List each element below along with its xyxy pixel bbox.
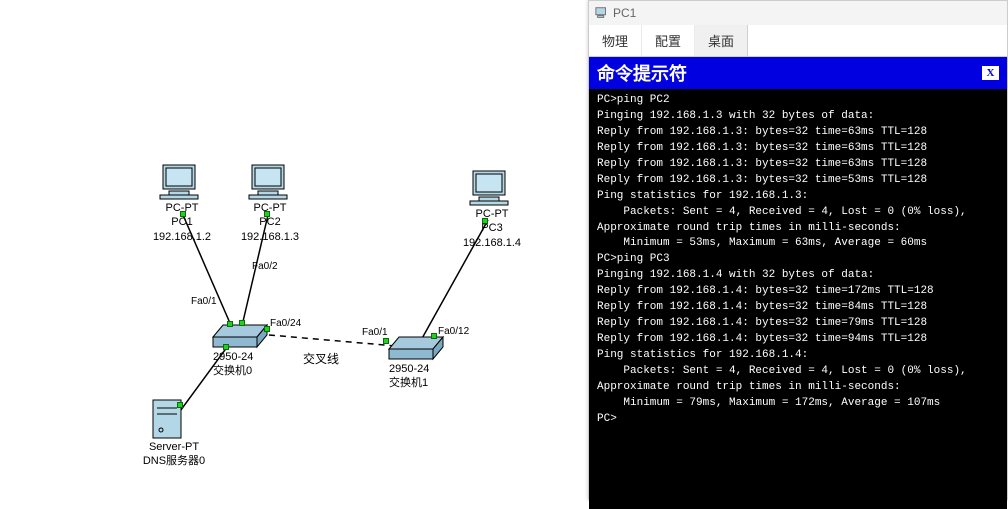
device-pc1 [160,165,198,199]
pc3-label: PC-PT PC3 192.168.1.4 [462,207,522,250]
tab-physical[interactable]: 物理 [589,25,642,56]
terminal-line: Reply from 192.168.1.3: bytes=32 time=53… [597,173,999,189]
close-icon[interactable]: X [982,66,999,80]
terminal-line: Reply from 192.168.1.3: bytes=32 time=63… [597,141,999,157]
terminal-line: Reply from 192.168.1.3: bytes=32 time=63… [597,157,999,173]
sw0-type: 2950-24 [213,351,253,363]
port-fa024-sw0: Fa0/24 [270,318,301,329]
window-title: PC1 [613,6,636,20]
pc1-name: PC1 [171,216,192,228]
link-dot [431,333,437,339]
terminal-line: Pinging 192.168.1.3 with 32 bytes of dat… [597,109,999,125]
sw0-label: 2950-24 交换机0 [213,350,263,379]
srv-type: Server-PT [149,441,199,453]
device-switch1 [389,337,443,359]
terminal-line: Reply from 192.168.1.4: bytes=32 time=79… [597,316,999,332]
terminal-line: Reply from 192.168.1.4: bytes=32 time=84… [597,300,999,316]
terminal-line: Reply from 192.168.1.4: bytes=32 time=94… [597,332,999,348]
topology-canvas[interactable]: PC-PT PC1 192.168.1.2 PC-PT PC2 192.168.… [0,0,585,500]
pc3-name: PC3 [481,222,502,234]
link-dot [177,402,183,408]
terminal-line: Reply from 192.168.1.3: bytes=32 time=63… [597,125,999,141]
device-switch0 [213,325,267,347]
terminal-line: Packets: Sent = 4, Received = 4, Lost = … [597,364,999,380]
terminal-line: Ping statistics for 192.168.1.4: [597,348,999,364]
terminal-line: Minimum = 79ms, Maximum = 172ms, Average… [597,396,999,412]
terminal-line: Minimum = 53ms, Maximum = 63ms, Average … [597,236,999,252]
pc2-name: PC2 [259,216,280,228]
port-fa01-sw0: Fa0/1 [191,296,217,307]
link-dot [239,320,245,326]
terminal-line: PC>ping PC2 [597,93,999,109]
sw0-name: 交换机0 [213,365,252,377]
cmd-title: 命令提示符 [597,60,687,86]
srv-label: Server-PT DNS服务器0 [139,440,209,469]
pc2-type: PC-PT [254,202,287,214]
pc3-ip: 192.168.1.4 [463,237,521,249]
pc3-type: PC-PT [476,208,509,220]
window-icon [595,6,609,20]
link-dot [227,321,233,327]
terminal-line: PC>ping PC3 [597,252,999,268]
port-fa02-sw0: Fa0/2 [252,261,278,272]
device-pc3 [470,171,508,205]
port-fa01-sw1: Fa0/1 [362,327,388,338]
cmd-header[interactable]: 命令提示符 X [589,57,1007,89]
crossover-label: 交叉线 [303,350,339,367]
tab-config[interactable]: 配置 [642,25,695,56]
pc1-window[interactable]: PC1 物理 配置 桌面 命令提示符 X PC>ping PC2Pinging … [588,0,1008,500]
tab-desktop[interactable]: 桌面 [695,25,748,56]
link-dot [383,338,389,344]
terminal-line: Ping statistics for 192.168.1.3: [597,189,999,205]
terminal-line: Packets: Sent = 4, Received = 4, Lost = … [597,205,999,221]
titlebar[interactable]: PC1 [589,1,1007,25]
device-pc2 [249,165,287,199]
pc2-ip: 192.168.1.3 [241,231,299,243]
pc1-type: PC-PT [166,202,199,214]
sw1-type: 2950-24 [389,363,429,375]
topology-svg [0,0,585,500]
pc1-ip: 192.168.1.2 [153,231,211,243]
terminal-line: Reply from 192.168.1.4: bytes=32 time=17… [597,284,999,300]
terminal-line: Pinging 192.168.1.4 with 32 bytes of dat… [597,268,999,284]
terminal[interactable]: PC>ping PC2Pinging 192.168.1.3 with 32 b… [589,89,1007,509]
terminal-line: PC> [597,412,999,428]
tabbar: 物理 配置 桌面 [589,25,1007,57]
terminal-line: Approximate round trip times in milli-se… [597,380,999,396]
pc1-label: PC-PT PC1 192.168.1.2 [152,201,212,244]
sw1-label: 2950-24 交换机1 [389,362,439,391]
terminal-line: Approximate round trip times in milli-se… [597,221,999,237]
port-fa012-sw1: Fa0/12 [438,326,469,337]
pc2-label: PC-PT PC2 192.168.1.3 [240,201,300,244]
srv-name: DNS服务器0 [143,455,205,467]
sw1-name: 交换机1 [389,377,428,389]
